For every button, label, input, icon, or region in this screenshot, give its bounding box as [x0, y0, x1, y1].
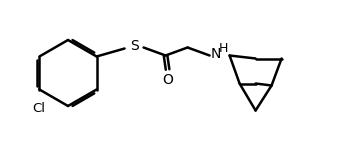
Text: O: O — [162, 74, 173, 88]
Text: H: H — [219, 42, 228, 55]
Text: Cl: Cl — [32, 102, 45, 114]
Text: N: N — [211, 47, 221, 61]
Text: S: S — [131, 39, 139, 53]
